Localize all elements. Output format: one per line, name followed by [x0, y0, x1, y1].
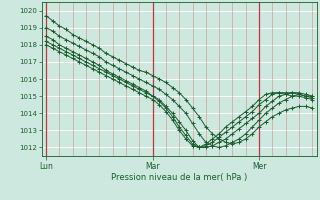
X-axis label: Pression niveau de la mer( hPa ): Pression niveau de la mer( hPa ) — [111, 173, 247, 182]
